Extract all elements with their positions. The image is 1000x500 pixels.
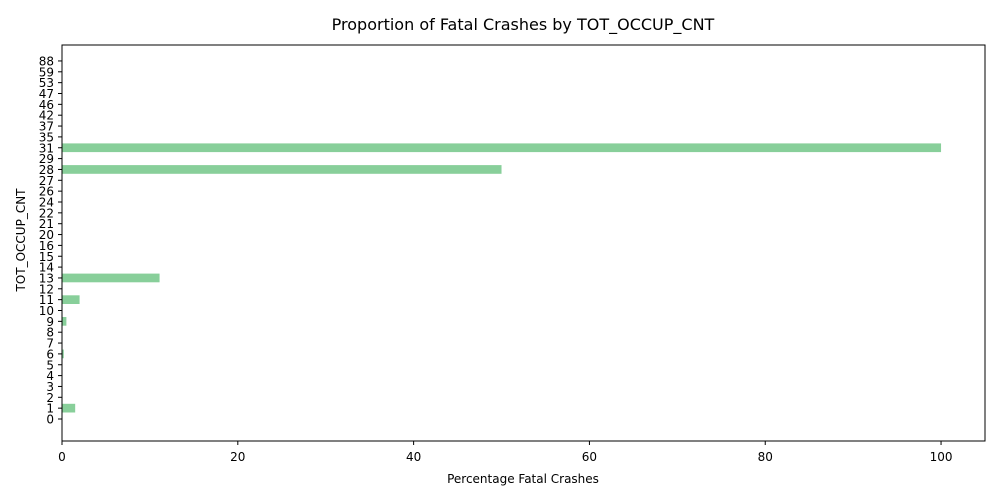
y-tick-label-20: 20 xyxy=(39,228,54,242)
y-tick-label-26: 26 xyxy=(39,185,54,199)
y-tick-label-37: 37 xyxy=(39,120,54,134)
y-tick-label-88: 88 xyxy=(39,54,54,68)
y-tick-label-8: 8 xyxy=(46,326,54,340)
y-tick-label-21: 21 xyxy=(39,217,54,231)
x-axis-ticks: 0 20 40 60 80 100 xyxy=(58,441,953,464)
y-tick-label-28: 28 xyxy=(39,163,54,177)
y-tick-label-31: 31 xyxy=(39,141,54,155)
bars-group xyxy=(62,143,942,413)
y-tick-label-3: 3 xyxy=(46,380,54,394)
y-tick-label-0: 0 xyxy=(46,413,54,427)
bar-1 xyxy=(62,403,76,413)
y-tick-label-6: 6 xyxy=(46,347,54,361)
y-tick-label-15: 15 xyxy=(39,250,54,264)
y-tick-label-59: 59 xyxy=(39,65,54,79)
y-tick-label-35: 35 xyxy=(39,130,54,144)
bar-31 xyxy=(62,143,942,153)
x-axis-label: Percentage Fatal Crashes xyxy=(447,472,599,486)
x-tick-label-0: 0 xyxy=(58,450,66,464)
y-tick-label-5: 5 xyxy=(46,358,54,372)
bar-13 xyxy=(62,273,160,283)
x-tick-label-20: 20 xyxy=(230,450,245,464)
y-tick-label-53: 53 xyxy=(39,76,54,90)
y-axis-ticks: 0123456789101112131415162021222426272829… xyxy=(39,54,62,427)
y-tick-label-13: 13 xyxy=(39,271,54,285)
y-tick-label-29: 29 xyxy=(39,152,54,166)
y-tick-label-12: 12 xyxy=(39,282,54,296)
y-tick-label-4: 4 xyxy=(46,369,54,383)
y-tick-label-10: 10 xyxy=(39,304,54,318)
x-tick-label-80: 80 xyxy=(758,450,773,464)
y-tick-label-46: 46 xyxy=(39,98,54,112)
y-tick-label-7: 7 xyxy=(46,337,54,351)
y-tick-label-47: 47 xyxy=(39,87,54,101)
y-tick-label-9: 9 xyxy=(46,315,54,329)
bar-28 xyxy=(62,165,502,174)
chart-title: Proportion of Fatal Crashes by TOT_OCCUP… xyxy=(332,15,715,35)
plot-frame xyxy=(61,44,986,442)
x-tick-label-100: 100 xyxy=(930,450,953,464)
bar-6 xyxy=(62,349,64,359)
y-tick-label-14: 14 xyxy=(39,261,54,275)
y-tick-label-1: 1 xyxy=(46,402,54,416)
bar-9 xyxy=(62,317,67,326)
y-tick-label-24: 24 xyxy=(39,196,54,210)
y-tick-label-42: 42 xyxy=(39,109,54,123)
y-tick-label-11: 11 xyxy=(39,293,54,307)
bar-11 xyxy=(62,295,80,304)
y-tick-label-27: 27 xyxy=(39,174,54,188)
y-tick-label-16: 16 xyxy=(39,239,54,253)
y-tick-label-22: 22 xyxy=(39,206,54,220)
y-axis-label: TOT_OCCUP_CNT xyxy=(14,188,28,293)
x-tick-label-60: 60 xyxy=(582,450,597,464)
x-tick-label-40: 40 xyxy=(406,450,421,464)
y-tick-label-2: 2 xyxy=(46,391,54,405)
